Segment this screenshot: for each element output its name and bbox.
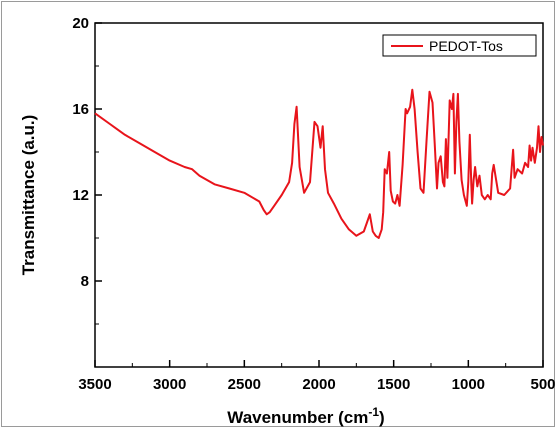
x-axis-title-main: Wavenumber (cm — [227, 408, 368, 427]
x-tick-label: 1500 — [377, 376, 410, 393]
y-axis-ticks: 8 12 16 20 — [72, 15, 102, 325]
x-axis-title-close: ) — [379, 408, 385, 427]
legend-box — [382, 34, 537, 57]
legend-label-pedot-tos: PEDOT-Tos — [429, 38, 503, 54]
x-tick-label: 500 — [530, 376, 555, 393]
y-tick-label: 12 — [72, 187, 89, 204]
legend: PEDOT-Tos — [382, 34, 537, 57]
series-line-pedot-tos — [94, 88, 544, 239]
x-axis-ticks: 3500 3000 2500 2000 1500 1000 500 — [78, 360, 556, 393]
x-axis-title-superscript: -1 — [368, 405, 379, 419]
y-tick-label: 16 — [72, 101, 89, 118]
x-tick-label: 1000 — [452, 376, 485, 393]
x-tick-label: 2500 — [228, 376, 261, 393]
x-tick-label: 3000 — [153, 376, 186, 393]
plot-area-border — [94, 22, 544, 368]
y-axis-title: Transmittance (a.u.) — [19, 115, 38, 276]
x-axis-title: Wavenumber (cm-1) — [227, 405, 384, 427]
y-tick-label: 8 — [81, 273, 89, 290]
y-tick-label: 20 — [72, 15, 89, 32]
x-tick-label: 3500 — [78, 376, 111, 393]
x-tick-label: 2000 — [302, 376, 335, 393]
